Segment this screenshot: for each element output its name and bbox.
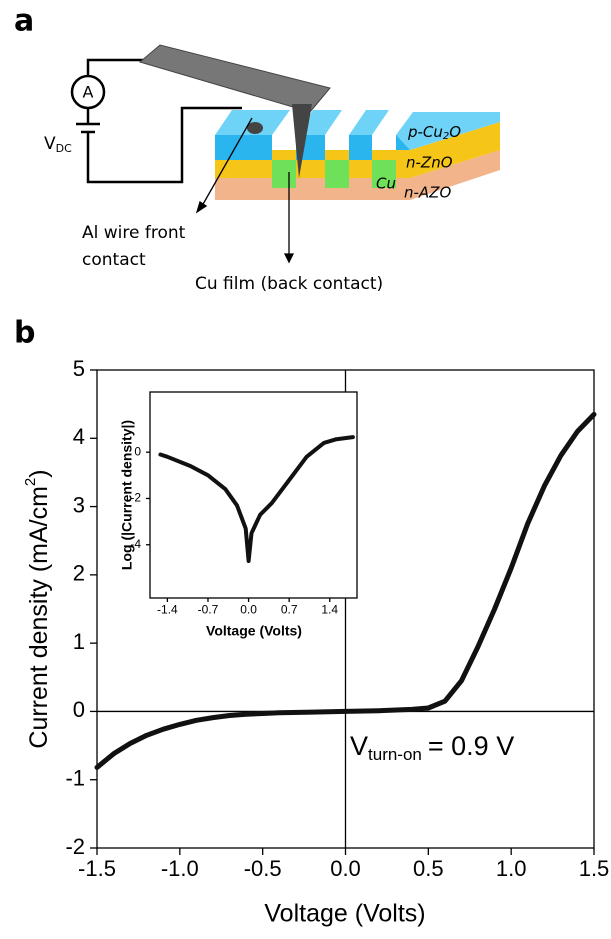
inset-x-axis-title: Voltage (Volts)	[206, 623, 302, 639]
data-line	[94, 411, 597, 770]
y-tick-label: 2	[73, 561, 85, 586]
y-tick-label: 3	[73, 492, 85, 517]
x-tick-label: 0.5	[413, 856, 444, 881]
y-tick-label: 4	[73, 424, 85, 449]
layer-suffix: O	[449, 123, 461, 141]
layer-label: Cu	[376, 175, 396, 193]
annotation-subscript: turn-on	[368, 745, 422, 764]
layer-label: n-AZO	[404, 184, 451, 202]
y-tick-label: 1	[73, 629, 85, 654]
y-axis-title-sup: 2	[22, 478, 39, 486]
x-tick-label: 1.5	[579, 856, 610, 881]
source-symbol: V	[44, 134, 56, 154]
ammeter-label: A	[83, 83, 94, 102]
layer-label: p-Cu2O	[407, 123, 461, 143]
source-subscript: DC	[56, 142, 72, 155]
x-tick-label: -1.0	[161, 856, 199, 881]
x-tick-label: 0.0	[240, 603, 257, 617]
y-axis-title: Current density (mA/cm2)	[22, 469, 53, 748]
y-tick-label: 0	[73, 697, 85, 722]
source-label: VDC	[44, 134, 72, 155]
x-tick-label: -0.5	[244, 856, 282, 881]
x-axis-title: Voltage (Volts)	[264, 900, 425, 928]
annotation-symbol: V	[350, 731, 368, 761]
layer-label: n-ZnO	[406, 154, 453, 172]
layer-subscript: 2	[443, 131, 449, 142]
y-axis-title-suffix: )	[25, 469, 53, 477]
y-tick-label: -2	[130, 491, 141, 505]
layer-prefix: p-Cu	[407, 123, 443, 141]
inset-y-axis-title: Log (|Current density|)	[119, 420, 135, 570]
x-tick-label: -1.4	[157, 603, 178, 617]
panel-label: b	[14, 316, 35, 351]
x-tick-label: -1.5	[78, 856, 116, 881]
data-line	[158, 435, 355, 563]
callout-arrows	[195, 117, 295, 264]
y-tick-label: -1	[65, 766, 85, 791]
panel-label: a	[14, 4, 34, 39]
annotation: Vturn-on = 0.9 V	[350, 731, 514, 764]
y-tick-label: 0	[134, 444, 141, 458]
callout: Cu film (back contact)	[195, 274, 383, 294]
callout: Al wire front	[82, 223, 186, 243]
y-axis-title-text: Current density (mA/cm	[25, 486, 53, 749]
circuit	[70, 58, 242, 184]
callout: contact	[82, 250, 146, 270]
x-tick-label: 1.4	[321, 603, 338, 617]
y-tick-label: -2	[65, 834, 85, 859]
annotation-text: = 0.9 V	[428, 731, 514, 761]
x-tick-label: 0.0	[330, 856, 361, 881]
x-tick-label: 1.0	[496, 856, 527, 881]
y-tick-label: 5	[73, 356, 85, 381]
inset-frame	[149, 391, 358, 599]
y-tick-label: -4	[130, 537, 141, 551]
cantilever	[138, 44, 331, 178]
x-tick-label: 0.7	[281, 603, 298, 617]
x-tick-label: -0.7	[198, 603, 219, 617]
